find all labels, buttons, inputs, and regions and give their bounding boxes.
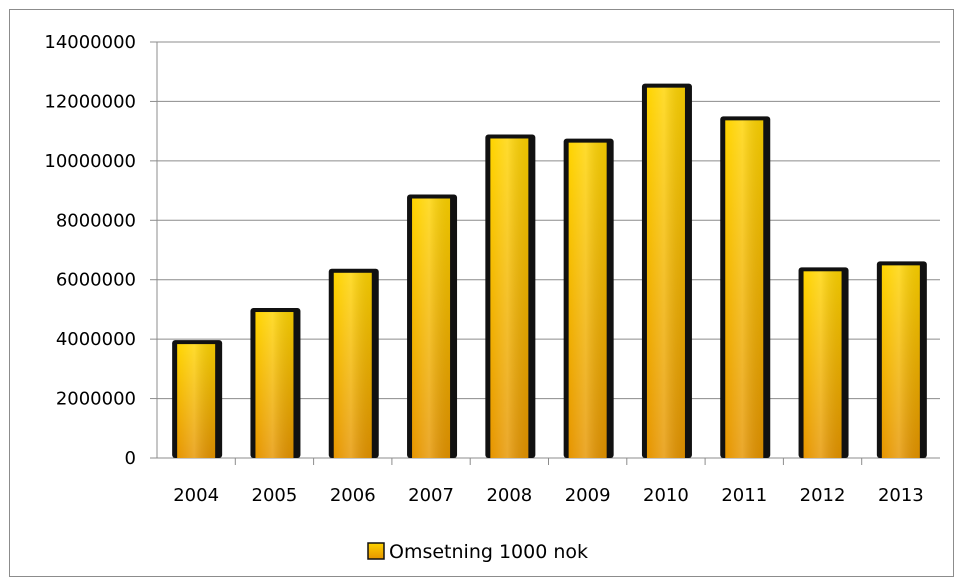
bars — [172, 83, 927, 459]
bar-sheen — [725, 120, 764, 458]
y-tick-label: 0 — [125, 448, 136, 469]
y-tick-label: 2000000 — [56, 389, 136, 410]
bar-2008 — [485, 134, 536, 458]
bar-sheen — [333, 272, 372, 458]
y-tick-label: 12000000 — [44, 91, 136, 112]
x-tick-label: 2004 — [173, 485, 219, 506]
bar-sheen — [255, 312, 294, 458]
y-tick-label: 4000000 — [56, 329, 136, 350]
y-tick-label: 14000000 — [44, 32, 136, 53]
bar-2006 — [328, 268, 379, 458]
bar-2009 — [563, 138, 614, 458]
bar-sheen — [568, 142, 607, 458]
x-tick-label: 2009 — [565, 485, 611, 506]
y-tick-label: 10000000 — [44, 151, 136, 172]
x-tick-label: 2010 — [643, 485, 689, 506]
bar-sheen — [881, 265, 920, 458]
y-tick-label: 8000000 — [56, 210, 136, 231]
bar-2005 — [250, 308, 301, 458]
bar-2010 — [641, 83, 692, 459]
bar-2011 — [720, 116, 771, 458]
x-tick-label: 2007 — [408, 485, 454, 506]
x-tick-label: 2005 — [252, 485, 298, 506]
x-tick-label: 2012 — [800, 485, 846, 506]
bar-sheen — [646, 87, 685, 459]
bar-sheen — [490, 138, 529, 458]
bar-2004 — [172, 340, 223, 458]
x-tick-label: 2011 — [721, 485, 767, 506]
bar-sheen — [803, 271, 842, 458]
legend-swatch — [367, 542, 385, 560]
bar-2012 — [798, 267, 849, 458]
bar-sheen — [177, 344, 216, 458]
y-tick-label: 6000000 — [56, 270, 136, 291]
bar-2013 — [876, 261, 927, 458]
chart-frame — [9, 9, 954, 577]
bar-2007 — [407, 194, 458, 458]
x-tick-label: 2006 — [330, 485, 376, 506]
x-tick-label: 2013 — [878, 485, 924, 506]
tick-labels: 0 2000000 4000000 6000000 8000000 10000000 120… — [44, 32, 923, 506]
x-tick-label: 2008 — [486, 485, 532, 506]
legend: Omsetning 1000 nok — [367, 541, 588, 563]
legend-label: Omsetning 1000 nok — [389, 541, 588, 563]
bar-sheen — [412, 198, 451, 458]
